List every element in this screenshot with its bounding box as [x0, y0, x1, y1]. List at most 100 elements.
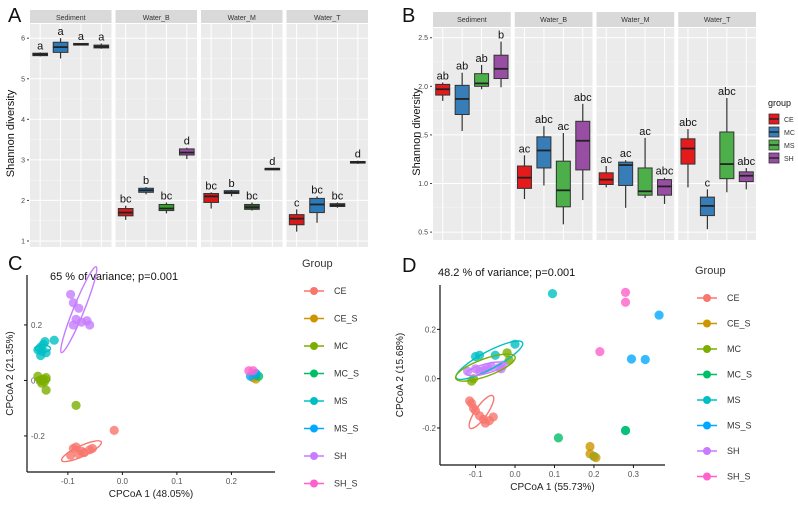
significance-letter: bc: [120, 194, 132, 206]
boxplot-ms: bc: [329, 190, 346, 208]
panel-label: D: [402, 255, 416, 277]
legend-item-ce: CE: [304, 286, 347, 296]
confidence-ellipse-ce: [468, 394, 495, 430]
legend-title: Group: [302, 258, 333, 270]
point-ms-s: [626, 354, 637, 364]
facet-strip: [201, 10, 283, 23]
legend: Group CE CE_S MC MC_S MS MS_S SH SH_S: [695, 265, 752, 482]
legend-item-mc: MC: [304, 341, 348, 351]
legend: group CE MC MS SH: [768, 98, 795, 164]
legend-item-sh-s: SH_S: [304, 479, 358, 489]
boxplot-ce: bc: [203, 180, 220, 209]
point-sh: [74, 303, 84, 313]
boxplot-mc: abc: [535, 114, 553, 186]
y-tick-label: 0.2: [31, 321, 43, 330]
y-tick-label: 2.0: [418, 84, 428, 91]
legend-key-point: [703, 447, 711, 455]
point-sh: [66, 289, 76, 300]
y-tick-label: -0.2: [422, 424, 436, 433]
facet-strip: [433, 12, 511, 27]
boxplot-ce: ac: [516, 143, 532, 200]
point-sh-s: [595, 346, 605, 357]
legend-label: CE: [727, 293, 740, 303]
significance-letter: ac: [519, 143, 531, 155]
confidence-ellipse-ms: [34, 344, 52, 353]
x-tick-label: 0.2: [588, 470, 600, 479]
confidence-ellipse-mc: [454, 353, 516, 382]
facet-strip: [115, 10, 197, 23]
y-tick-label: 1.5: [418, 132, 428, 139]
box-iqr: [657, 179, 673, 196]
legend-label: SH_S: [727, 472, 751, 482]
x-tick-label: 0.1: [549, 470, 561, 479]
boxplot-ms: ac: [555, 121, 571, 225]
significance-letter: d: [355, 149, 361, 161]
facet-strip: [514, 12, 593, 27]
significance-letter: ac: [600, 154, 612, 166]
boxplot-ce: ab: [435, 70, 451, 101]
significance-letter: a: [58, 26, 65, 38]
facet-strip-label: Water_B: [143, 15, 170, 22]
confidence-ellipse-sh: [465, 361, 506, 377]
legend-item-ce-s: CE_S: [697, 319, 751, 329]
significance-letter: c: [294, 197, 300, 209]
panel-b: B SedimentabababbWater_BacabcacabcWater_M…: [402, 5, 795, 240]
point-mc-s: [553, 433, 564, 443]
legend-label: MS_S: [334, 424, 359, 434]
facet-panel-background: [201, 24, 283, 247]
legend-item-sh: SH: [697, 446, 740, 456]
boxplot-sh: abc: [737, 156, 756, 190]
panel-label: B: [402, 5, 415, 27]
box-iqr: [618, 161, 634, 186]
boxplot-mc: ab: [454, 61, 470, 132]
boxplot-mc: b: [138, 175, 154, 195]
x-axis-title: CPCoA 1 (48.05%): [109, 489, 194, 500]
legend-label: MS: [784, 143, 795, 150]
box-iqr: [288, 214, 305, 226]
significance-letter: abc: [718, 86, 736, 98]
y-tick-label: 1.0: [418, 181, 428, 188]
legend-label: SH: [727, 446, 740, 456]
box-iqr: [203, 193, 220, 203]
point-sh-s: [620, 287, 631, 297]
legend-label: SH: [334, 451, 347, 461]
legend-item-ms: MS: [768, 139, 795, 151]
significance-letter: b: [143, 175, 149, 187]
legend-item-mc-s: MC_S: [304, 369, 359, 379]
legend-key-point: [703, 294, 711, 302]
facet-strip: [678, 12, 756, 27]
facet-strip-label: Water_T: [314, 15, 341, 22]
x-tick-label: 0.3: [628, 470, 640, 479]
point-ms-s: [640, 354, 650, 365]
boxplot-ms: abc: [718, 86, 736, 193]
legend-label: CE: [784, 117, 794, 124]
legend-key-point: [310, 369, 318, 378]
legend-item-mc: MC: [768, 126, 795, 138]
scatter-points: [33, 289, 264, 460]
facet-panel-background: [678, 28, 756, 240]
legend-key-point: [310, 342, 318, 350]
legend-label: MC_S: [334, 369, 359, 379]
significance-letter: b: [229, 178, 235, 190]
legend-label: MS: [727, 395, 741, 405]
x-tick-label: 0.2: [226, 477, 238, 486]
boxplot-mc: a: [52, 26, 69, 59]
facet-strip-label: Water_M: [621, 17, 649, 24]
boxplot-mc: c: [699, 177, 715, 230]
legend-title: Group: [695, 265, 726, 277]
boxplot-ce: c: [288, 197, 305, 232]
facet-water-m: Water_Mbc bbc d: [201, 10, 283, 247]
boxplot-sh: d: [264, 156, 281, 171]
y-tick-label: 0.2: [425, 325, 437, 334]
boxplot-sh: d: [349, 149, 366, 164]
box-iqr: [158, 203, 175, 212]
legend-key-point: [310, 287, 318, 295]
box-iqr: [309, 197, 325, 214]
significance-letter: abc: [535, 114, 553, 126]
box-iqr: [598, 172, 614, 185]
facet-strip-label: Sediment: [457, 17, 487, 24]
point-ms: [36, 350, 46, 361]
